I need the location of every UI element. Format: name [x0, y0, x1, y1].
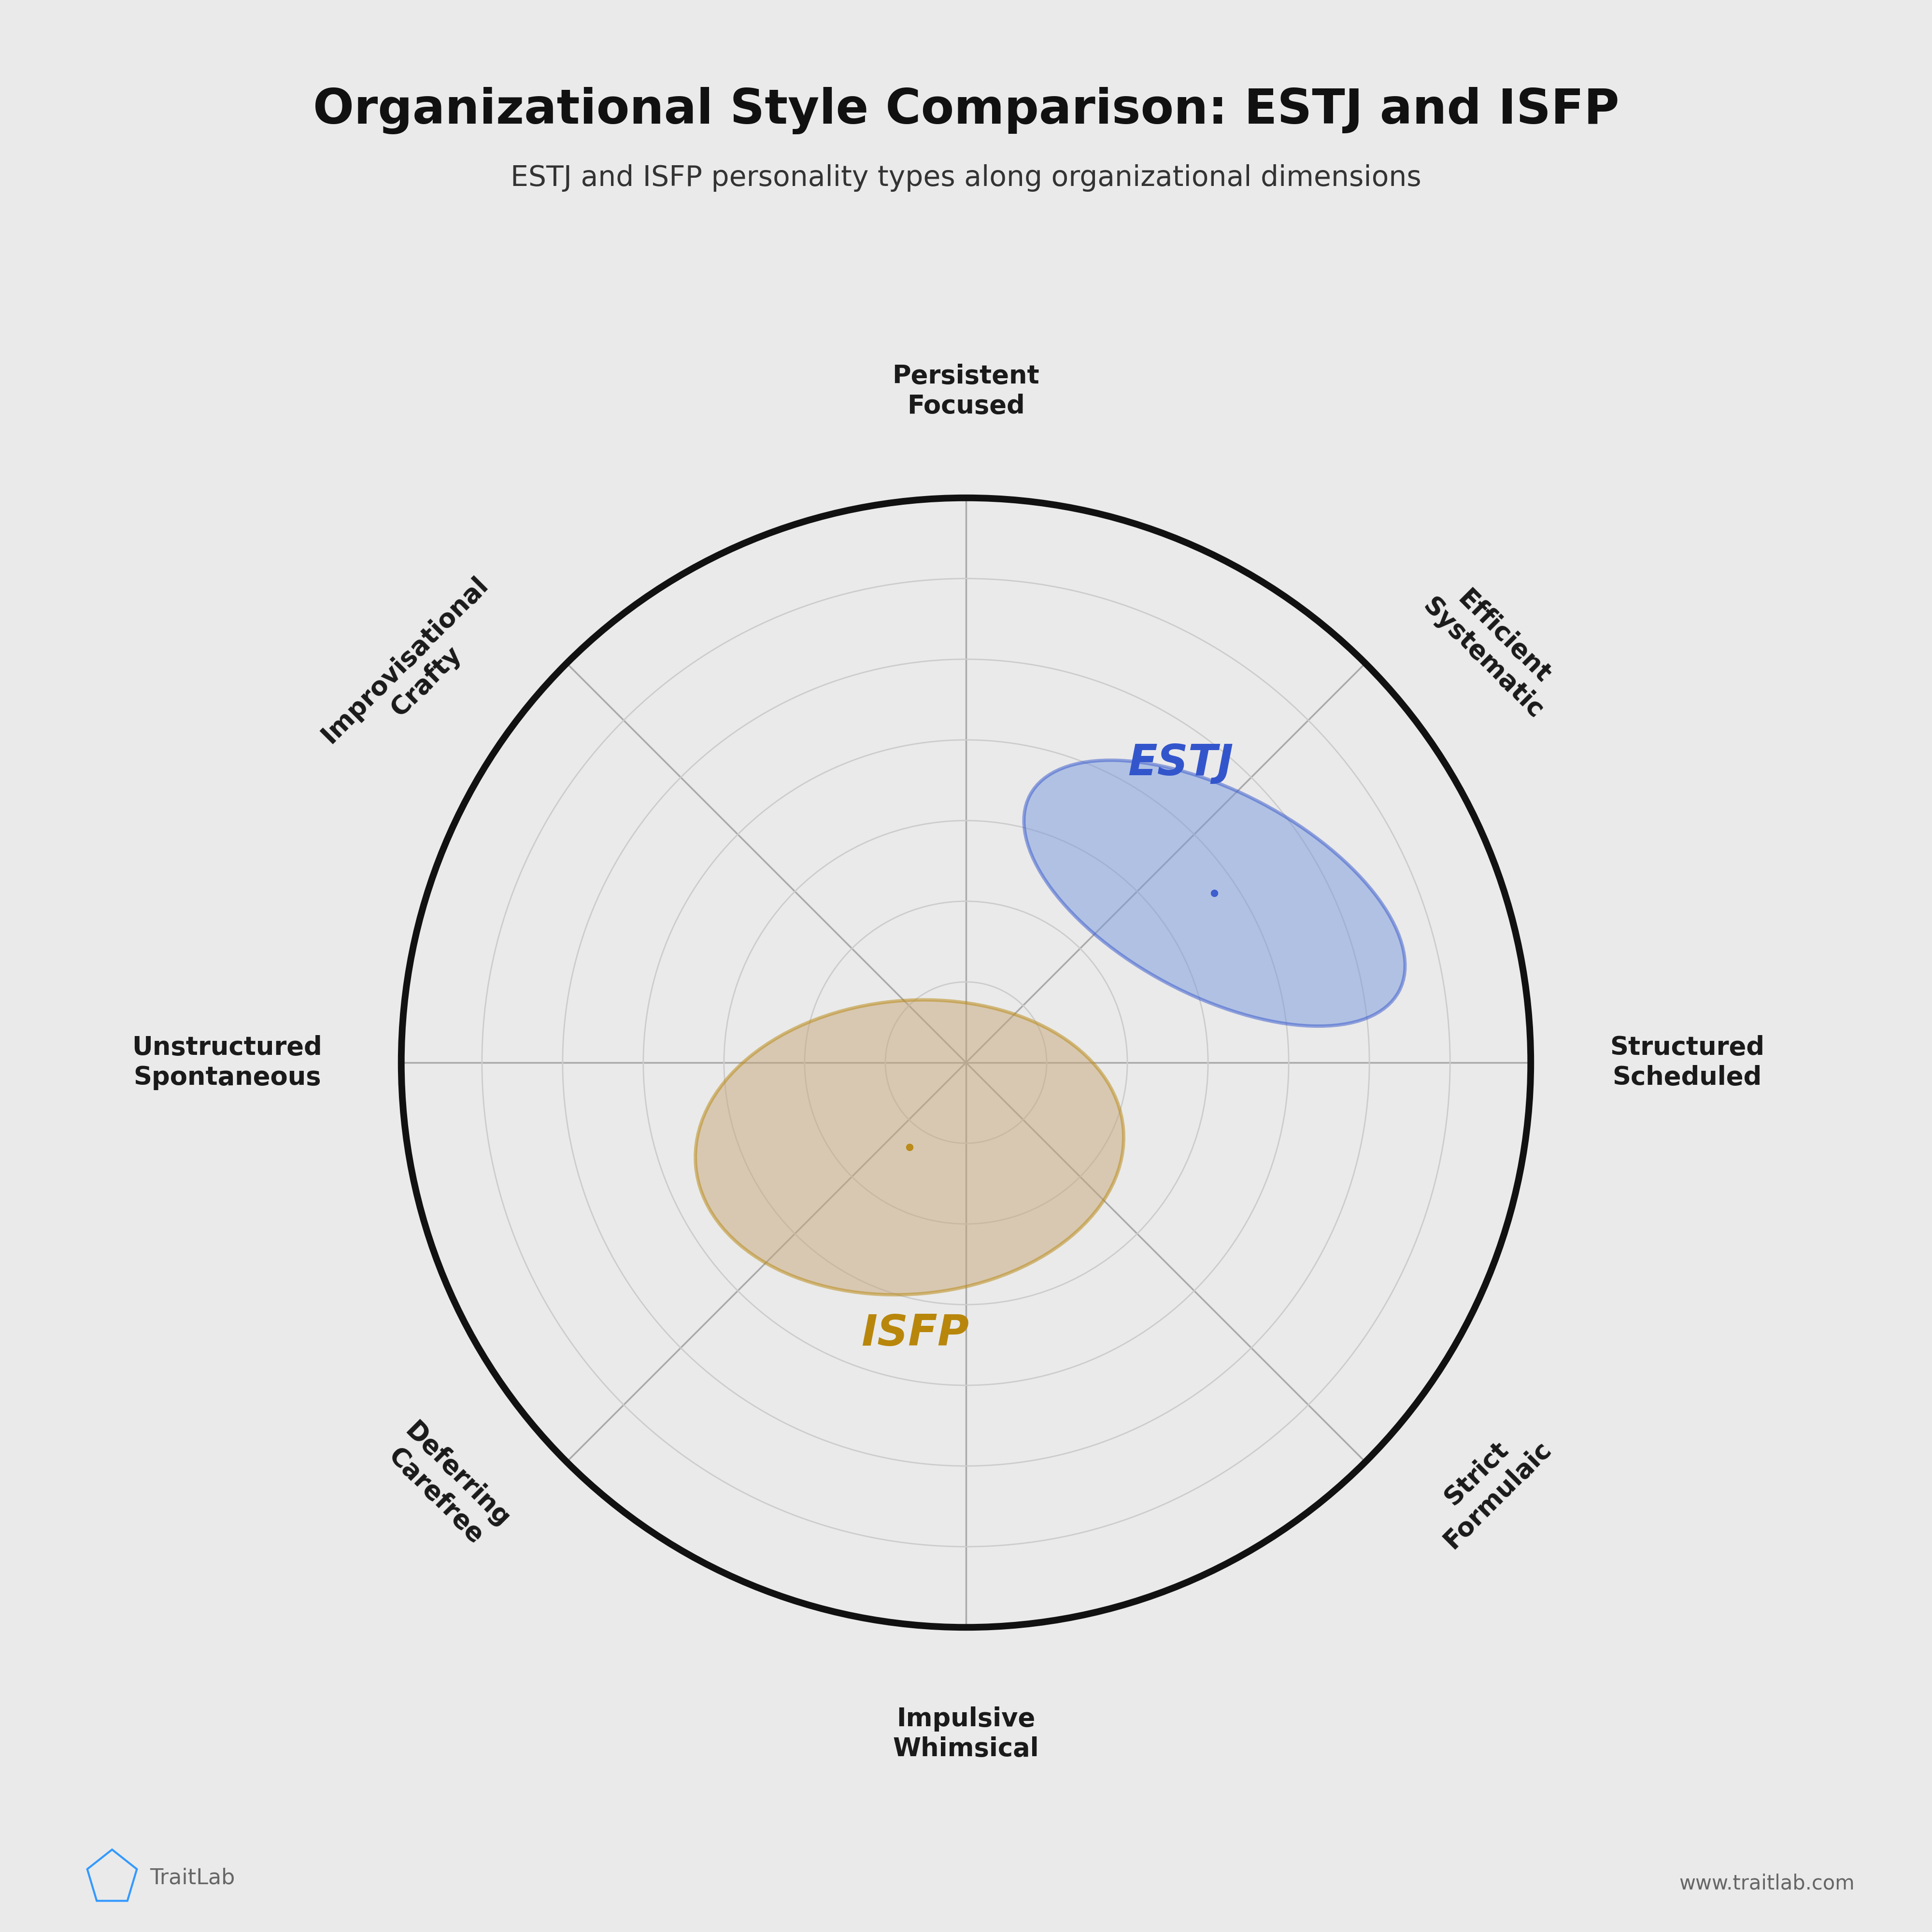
Text: Impulsive
Whimsical: Impulsive Whimsical [893, 1706, 1039, 1762]
Text: ISFP: ISFP [862, 1312, 970, 1354]
Text: Unstructured
Spontaneous: Unstructured Spontaneous [131, 1036, 323, 1090]
Text: Persistent
Focused: Persistent Focused [893, 363, 1039, 419]
Text: www.traitlab.com: www.traitlab.com [1679, 1874, 1855, 1893]
Text: ESTJ and ISFP personality types along organizational dimensions: ESTJ and ISFP personality types along or… [510, 164, 1422, 191]
Text: Organizational Style Comparison: ESTJ and ISFP: Organizational Style Comparison: ESTJ an… [313, 87, 1619, 135]
Text: ESTJ: ESTJ [1128, 742, 1233, 784]
Ellipse shape [1024, 759, 1405, 1026]
Text: Efficient
Systematic: Efficient Systematic [1418, 572, 1569, 723]
Text: Deferring
Carefree: Deferring Carefree [379, 1418, 514, 1553]
Text: Structured
Scheduled: Structured Scheduled [1609, 1036, 1764, 1090]
Text: TraitLab: TraitLab [151, 1868, 236, 1888]
Text: Improvisational
Crafty: Improvisational Crafty [317, 572, 514, 769]
Text: Strict
Formulaic: Strict Formulaic [1418, 1414, 1555, 1553]
Ellipse shape [696, 1001, 1124, 1294]
